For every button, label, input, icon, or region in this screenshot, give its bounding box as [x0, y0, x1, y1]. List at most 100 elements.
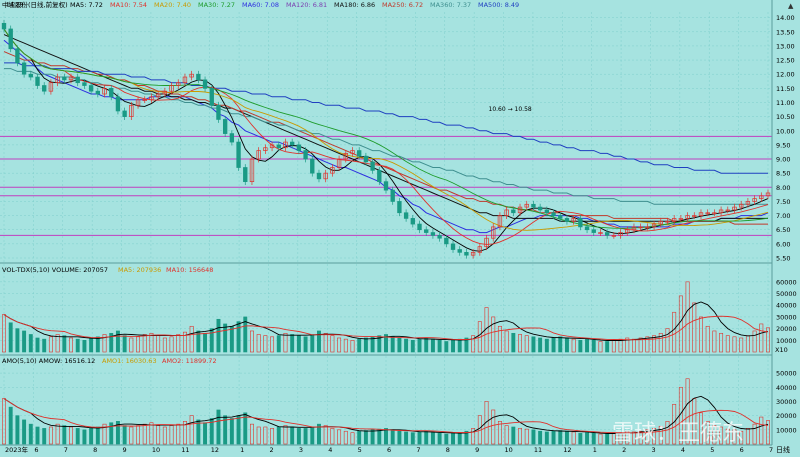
- candle-body[interactable]: [725, 209, 730, 212]
- volume-bar[interactable]: [464, 337, 469, 353]
- volume-bar[interactable]: [102, 334, 107, 353]
- candle-body[interactable]: [745, 201, 751, 205]
- amo-bar[interactable]: [363, 430, 368, 445]
- amo-bar[interactable]: [518, 428, 522, 445]
- volume-bar[interactable]: [176, 334, 181, 353]
- volume-bar[interactable]: [564, 337, 569, 353]
- volume-bar[interactable]: [404, 338, 409, 353]
- volume-bar[interactable]: [705, 325, 710, 353]
- amo-bar[interactable]: [370, 429, 375, 445]
- candle-body[interactable]: [645, 226, 650, 229]
- amo-bar[interactable]: [236, 415, 241, 445]
- candle-body[interactable]: [618, 232, 623, 236]
- volume-bar[interactable]: [209, 328, 214, 353]
- candle-body[interactable]: [631, 226, 637, 231]
- volume-bar[interactable]: [665, 328, 670, 353]
- candle-body[interactable]: [155, 93, 161, 98]
- amo-bar[interactable]: [699, 412, 703, 445]
- period-label[interactable]: 日线: [776, 445, 790, 454]
- volume-bar[interactable]: [384, 334, 388, 353]
- amo-bar[interactable]: [558, 430, 563, 445]
- candle-body[interactable]: [504, 209, 509, 216]
- volume-bar[interactable]: [578, 340, 583, 353]
- candle-body[interactable]: [343, 153, 348, 160]
- volume-bar[interactable]: [652, 335, 657, 353]
- amo-bar[interactable]: [149, 422, 154, 445]
- amo-bar[interactable]: [15, 415, 20, 445]
- volume-bar[interactable]: [685, 281, 690, 353]
- amo-bar[interactable]: [42, 428, 47, 445]
- candle-body[interactable]: [584, 226, 590, 231]
- volume-bar[interactable]: [585, 338, 590, 353]
- candle-body[interactable]: [310, 158, 315, 174]
- amo-bar[interactable]: [337, 429, 342, 445]
- candle-body[interactable]: [698, 212, 704, 216]
- candle-body[interactable]: [531, 203, 536, 208]
- amo-bar[interactable]: [243, 412, 248, 445]
- candle-body[interactable]: [35, 76, 40, 86]
- candle-body[interactable]: [732, 206, 737, 211]
- amo-bar[interactable]: [484, 401, 489, 445]
- amo-bar[interactable]: [35, 426, 40, 445]
- amo-bar[interactable]: [551, 430, 556, 445]
- volume-bar[interactable]: [410, 340, 415, 353]
- volume-bar[interactable]: [129, 337, 134, 353]
- amo-bar[interactable]: [129, 426, 134, 445]
- candle-body[interactable]: [28, 73, 33, 78]
- volume-bar[interactable]: [424, 337, 429, 353]
- volume-bar[interactable]: [678, 295, 683, 353]
- amo-bar[interactable]: [685, 378, 690, 445]
- volume-bar[interactable]: [136, 336, 140, 353]
- volume-bar[interactable]: [48, 336, 53, 353]
- candle-body[interactable]: [216, 104, 221, 120]
- candle-body[interactable]: [444, 237, 449, 245]
- amo-bar[interactable]: [598, 433, 603, 445]
- volume-bar[interactable]: [766, 327, 770, 353]
- volume-bar[interactable]: [397, 337, 402, 353]
- amo-bar[interactable]: [732, 429, 737, 445]
- amo-bar[interactable]: [745, 428, 750, 445]
- volume-bar[interactable]: [739, 337, 744, 353]
- volume-bar[interactable]: [236, 321, 241, 353]
- amo-bar[interactable]: [323, 425, 328, 445]
- candle-body[interactable]: [229, 133, 235, 143]
- candle-body[interactable]: [350, 150, 355, 154]
- volume-bar[interactable]: [296, 335, 301, 353]
- candle-body[interactable]: [363, 155, 369, 163]
- candle-body[interactable]: [323, 172, 328, 180]
- candle-body[interactable]: [75, 76, 80, 84]
- candle-body[interactable]: [296, 144, 302, 151]
- volume-bar[interactable]: [491, 316, 496, 353]
- candle-body[interactable]: [169, 85, 174, 92]
- amo-bar[interactable]: [156, 425, 161, 445]
- amo-bar[interactable]: [538, 430, 543, 445]
- candle-body[interactable]: [450, 243, 456, 250]
- volume-bar[interactable]: [182, 331, 187, 353]
- amo-bar[interactable]: [122, 425, 127, 445]
- amo-bar[interactable]: [377, 428, 382, 445]
- candle-body[interactable]: [8, 28, 13, 50]
- volume-bar[interactable]: [417, 338, 422, 353]
- volume-bar[interactable]: [263, 335, 268, 353]
- volume-bar[interactable]: [337, 337, 342, 353]
- candle-body[interactable]: [524, 203, 529, 208]
- volume-bar[interactable]: [189, 325, 194, 353]
- candle-body[interactable]: [470, 251, 476, 256]
- candle-body[interactable]: [718, 209, 724, 214]
- candle-body[interactable]: [263, 147, 268, 151]
- volume-bar[interactable]: [343, 338, 348, 353]
- candle-body[interactable]: [256, 150, 261, 160]
- candle-body[interactable]: [102, 87, 107, 95]
- candle-body[interactable]: [752, 198, 757, 202]
- volume-bar[interactable]: [558, 336, 563, 353]
- candle-body[interactable]: [491, 226, 496, 239]
- amo-bar[interactable]: [531, 429, 536, 445]
- amo-bar[interactable]: [48, 426, 53, 445]
- amo-bar[interactable]: [632, 431, 636, 445]
- volume-bar[interactable]: [471, 335, 476, 353]
- candle-body[interactable]: [303, 150, 308, 160]
- candle-body[interactable]: [330, 167, 335, 174]
- candle-body[interactable]: [625, 229, 630, 233]
- amo-bar[interactable]: [491, 409, 496, 445]
- volume-bar[interactable]: [625, 337, 630, 353]
